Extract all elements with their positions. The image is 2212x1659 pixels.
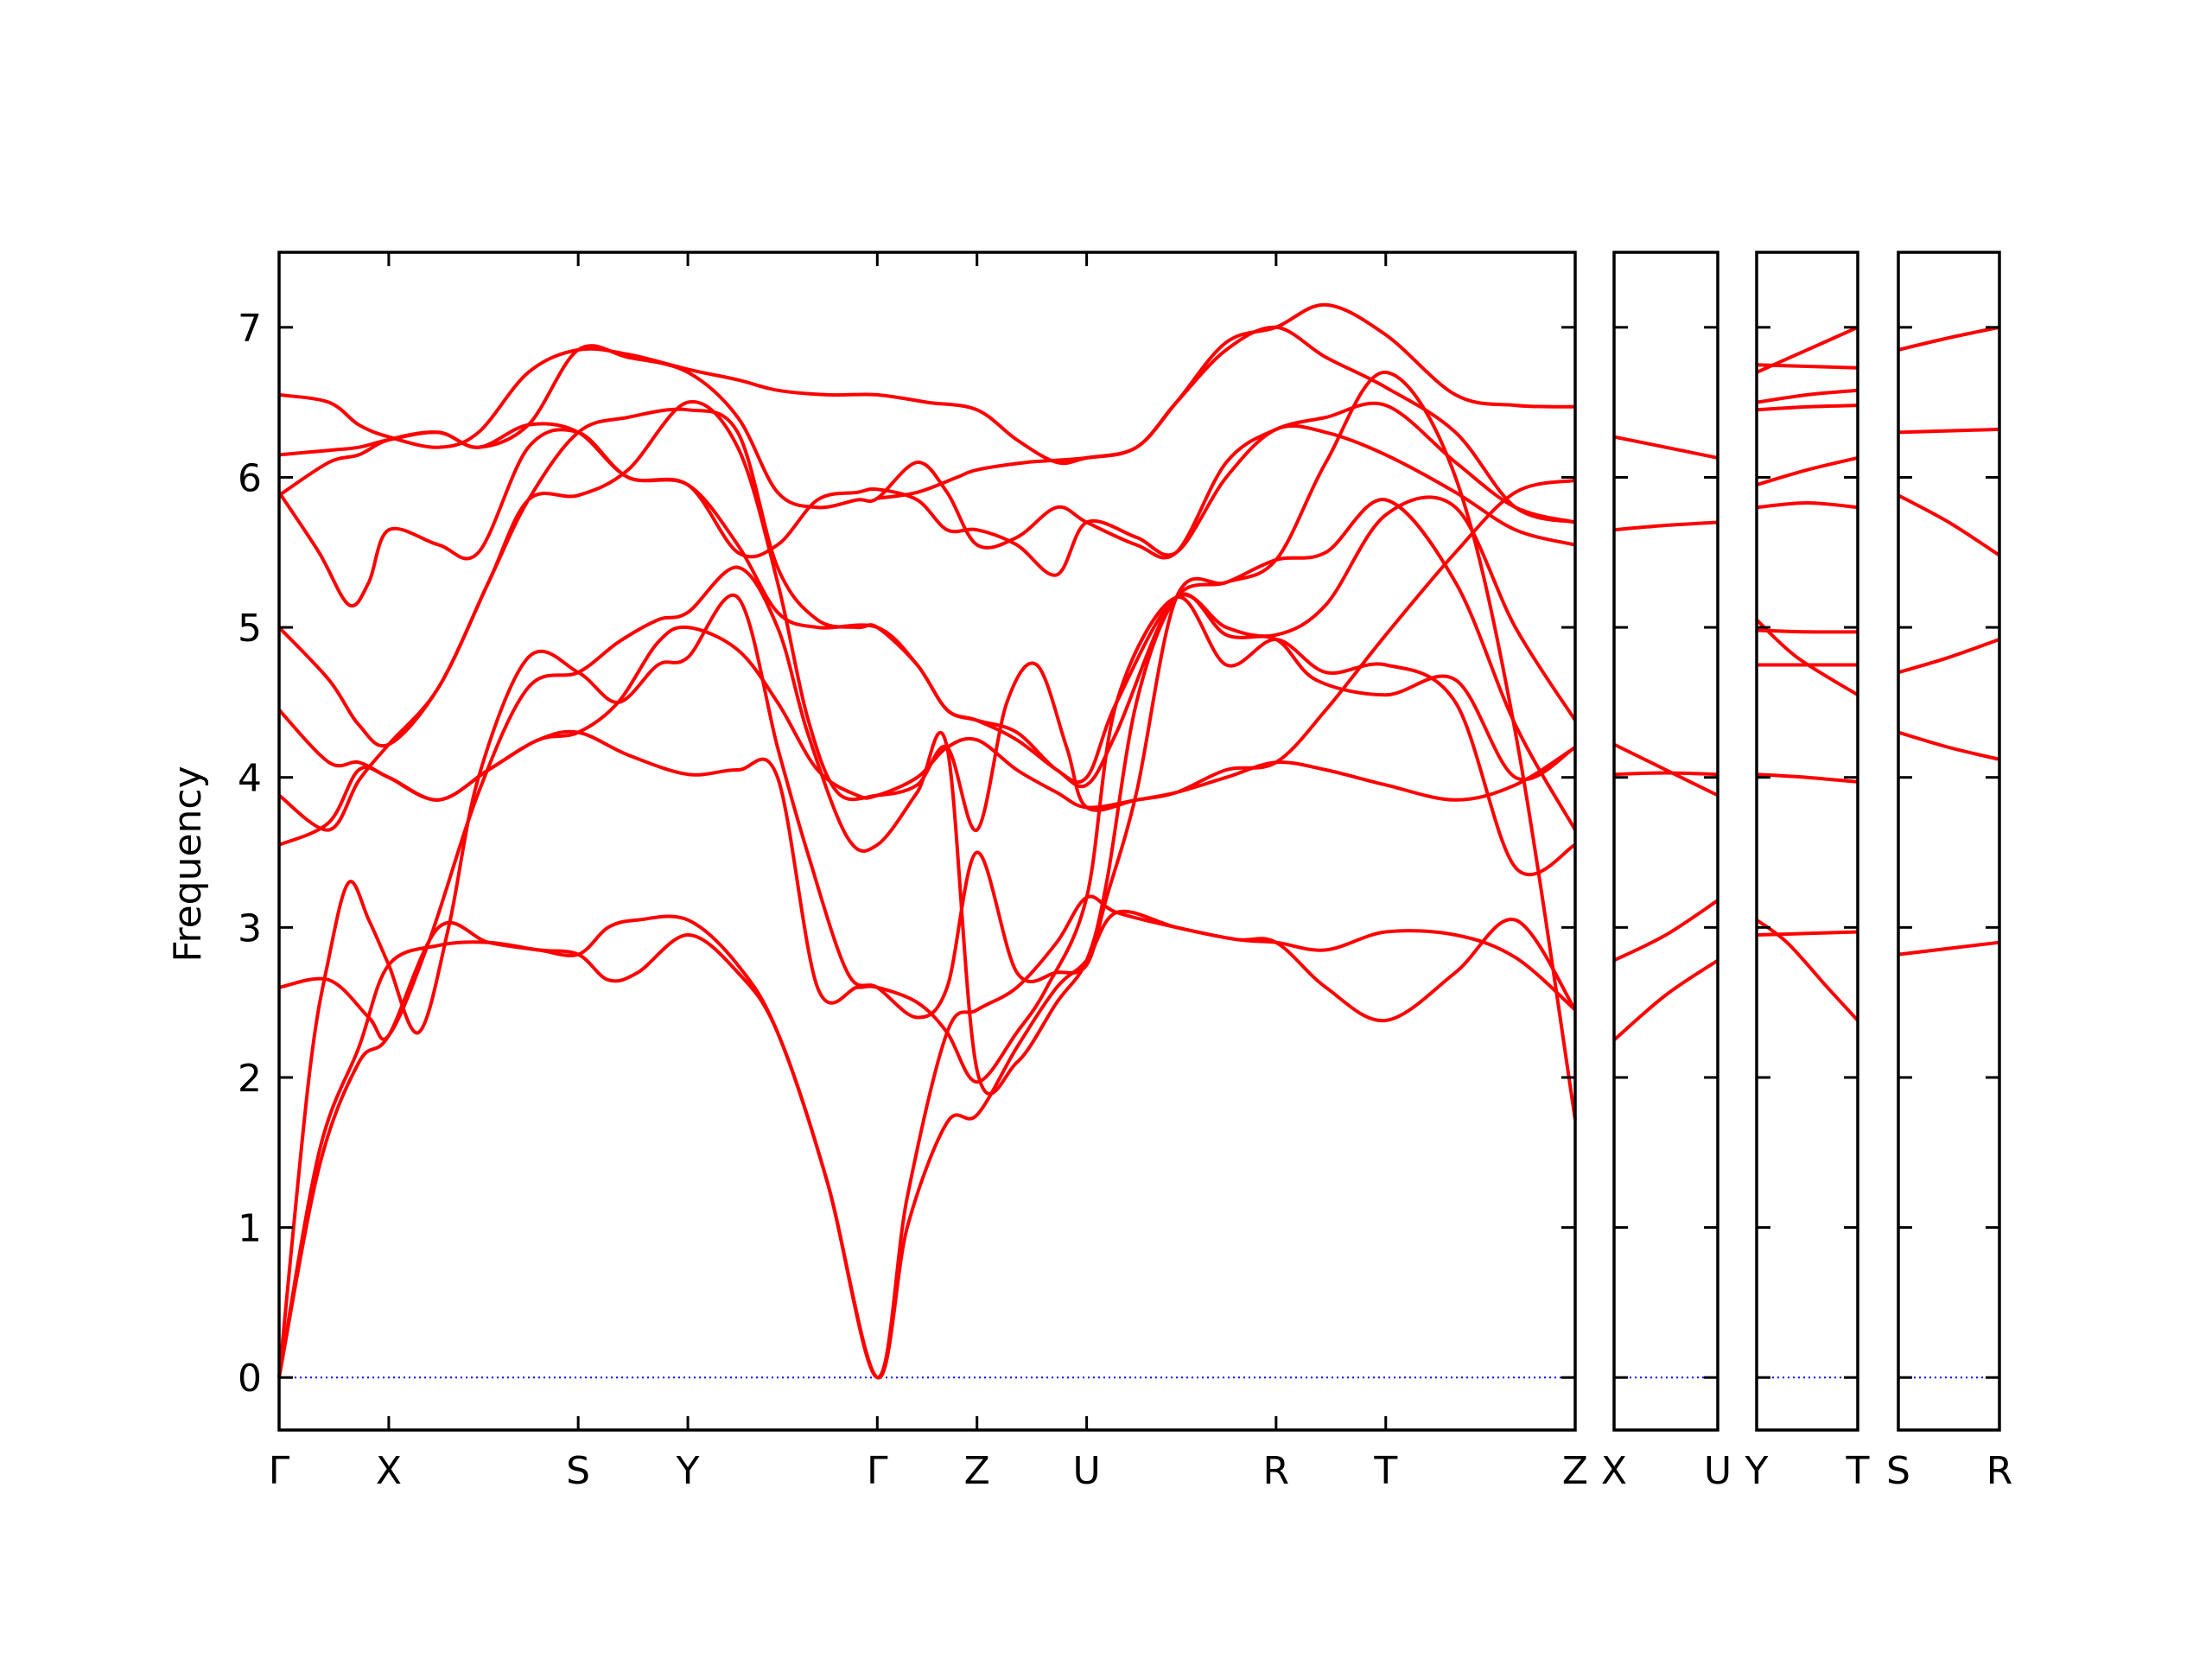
y-tick-label: 7 [238,307,262,351]
x-tick-label: U [1704,1449,1732,1493]
x-tick-label: Z [1562,1449,1588,1493]
x-tick-label: X [376,1449,402,1493]
band-line-2 [1613,899,1719,963]
band-line-3 [277,498,1577,1378]
band-line-1 [1612,958,1719,1042]
band-line-5 [278,595,1576,1084]
band-line-10 [1756,388,1859,404]
band-line-9 [1756,404,1859,412]
band-line-1 [1897,940,2000,957]
band-line-4 [1897,493,2001,557]
band-line-5 [1613,520,1719,532]
band-line-12 [278,302,1576,466]
x-tick-label: S [1886,1449,1910,1493]
band-line-12 [1756,363,1859,370]
x-tick-label: Γ [867,1449,888,1493]
x-tick-label: Γ [269,1449,290,1493]
x-tick-label: U [1073,1449,1101,1493]
y-tick-label: 5 [238,607,262,651]
panel-frame [277,251,1577,1432]
panel-1: 0 1 2 3 4 5 6 7 Γ X S Y Γ Z U R T Z [238,251,1588,1493]
band-line-7 [277,625,1577,810]
band-line-1 [1756,930,1859,937]
band-line-13 [876,325,1576,524]
band-line-8 [1756,455,1859,487]
x-tick-label: X [1601,1449,1627,1493]
band-line-11 [1756,325,1859,374]
y-axis-label: Frequency [166,766,210,962]
band-line-6 [1897,325,2000,352]
band-line-6 [1613,435,1719,460]
x-tick-label: R [1263,1449,1290,1493]
band-line-5 [1897,427,2000,435]
band-line-4 [1613,742,1719,798]
x-tick-label: Y [676,1449,700,1493]
band-line-2 [1897,730,2000,761]
x-tick-label: S [566,1449,590,1493]
y-tick-label: 2 [238,1057,262,1101]
x-tick-label: T [1373,1449,1397,1493]
y-tick-label: 1 [238,1207,262,1251]
band-line-9 [277,428,1577,785]
band-line-3 [1897,638,2000,675]
x-tick-label: T [1846,1449,1870,1493]
x-tick-label: R [1986,1449,2013,1493]
band-line-2 [1755,918,1859,1022]
x-tick-label: Z [964,1449,990,1493]
band-line-6 [1756,628,1859,634]
band-line-7 [1756,501,1859,510]
band-line-1 [277,909,1577,1380]
y-tick-label: 0 [238,1357,262,1401]
panel-frame [1897,251,2001,1432]
y-tick-label: 6 [238,456,262,500]
band-line-11 [278,344,1576,560]
band-line-3 [1613,771,1719,777]
y-tick-label: 3 [238,906,262,950]
x-tick-label: Y [1745,1449,1769,1493]
panel-frame [1612,251,1719,1432]
band-line-2 [277,894,1577,1380]
y-tick-label: 4 [238,757,262,801]
panel-frame [1755,251,1859,1432]
band-line-4 [278,370,1577,1120]
band-line-3 [1756,772,1859,784]
